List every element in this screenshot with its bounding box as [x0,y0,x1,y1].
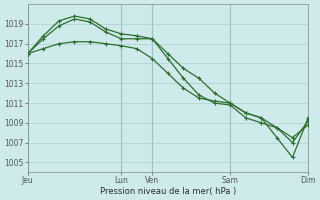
X-axis label: Pression niveau de la mer( hPa ): Pression niveau de la mer( hPa ) [100,187,236,196]
